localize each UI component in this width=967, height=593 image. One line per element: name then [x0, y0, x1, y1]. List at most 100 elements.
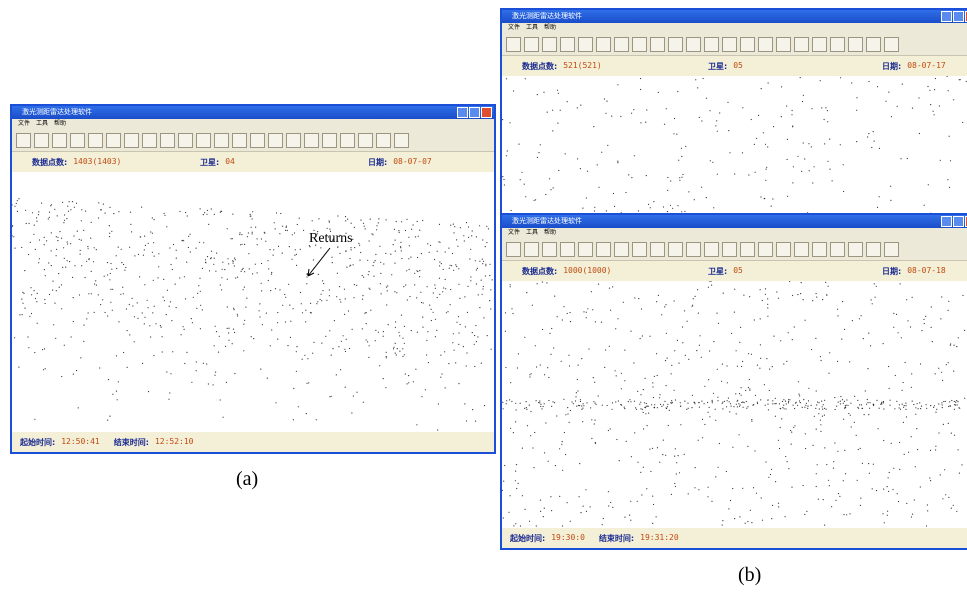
- window-button[interactable]: [941, 11, 952, 22]
- tool-button[interactable]: [866, 242, 881, 257]
- dot: [422, 317, 423, 318]
- tool-button[interactable]: [812, 37, 827, 52]
- tool-button[interactable]: [794, 242, 809, 257]
- dot: [176, 250, 177, 251]
- tool-button[interactable]: [286, 133, 301, 148]
- tool-button[interactable]: [722, 37, 737, 52]
- menu-item[interactable]: 帮助: [544, 229, 556, 236]
- dot: [516, 488, 517, 489]
- tool-button[interactable]: [794, 37, 809, 52]
- tool-button[interactable]: [178, 133, 193, 148]
- dot: [647, 406, 648, 407]
- dot: [546, 282, 547, 283]
- dot: [213, 264, 214, 265]
- tool-button[interactable]: [740, 37, 755, 52]
- tool-button[interactable]: [340, 133, 355, 148]
- tool-button[interactable]: [830, 242, 845, 257]
- dot: [275, 402, 276, 403]
- tool-button[interactable]: [542, 37, 557, 52]
- dot: [760, 399, 761, 400]
- tool-button[interactable]: [322, 133, 337, 148]
- tool-button[interactable]: [884, 242, 899, 257]
- tool-button[interactable]: [866, 37, 881, 52]
- tool-button[interactable]: [88, 133, 103, 148]
- tool-button[interactable]: [614, 242, 629, 257]
- tool-button[interactable]: [304, 133, 319, 148]
- tool-button[interactable]: [70, 133, 85, 148]
- dot: [123, 352, 124, 353]
- dot: [801, 171, 802, 172]
- tool-button[interactable]: [668, 242, 683, 257]
- tool-button[interactable]: [776, 242, 791, 257]
- tool-button[interactable]: [632, 242, 647, 257]
- tool-button[interactable]: [884, 37, 899, 52]
- tool-button[interactable]: [34, 133, 49, 148]
- tool-button[interactable]: [232, 133, 247, 148]
- tool-button[interactable]: [52, 133, 67, 148]
- tool-button[interactable]: [506, 242, 521, 257]
- tool-button[interactable]: [160, 133, 175, 148]
- tool-button[interactable]: [560, 242, 575, 257]
- tool-button[interactable]: [578, 242, 593, 257]
- tool-button[interactable]: [614, 37, 629, 52]
- dot: [143, 255, 144, 256]
- tool-button[interactable]: [542, 242, 557, 257]
- menu-item[interactable]: 工具: [526, 229, 538, 236]
- tool-button[interactable]: [848, 37, 863, 52]
- tool-button[interactable]: [524, 242, 539, 257]
- tool-button[interactable]: [686, 242, 701, 257]
- tool-button[interactable]: [250, 133, 265, 148]
- tool-button[interactable]: [16, 133, 31, 148]
- window-button[interactable]: [469, 107, 480, 118]
- tool-button[interactable]: [812, 242, 827, 257]
- dot: [439, 261, 440, 262]
- tool-button[interactable]: [376, 133, 391, 148]
- tool-button[interactable]: [758, 37, 773, 52]
- tool-button[interactable]: [776, 37, 791, 52]
- window-button[interactable]: [941, 216, 952, 227]
- tool-button[interactable]: [106, 133, 121, 148]
- tool-button[interactable]: [632, 37, 647, 52]
- tool-button[interactable]: [650, 242, 665, 257]
- dot: [345, 220, 346, 221]
- menu-item[interactable]: 文件: [18, 120, 30, 127]
- dot: [329, 396, 330, 397]
- window-button[interactable]: [953, 216, 964, 227]
- tool-button[interactable]: [214, 133, 229, 148]
- window-button[interactable]: [953, 11, 964, 22]
- tool-button[interactable]: [596, 242, 611, 257]
- tool-button[interactable]: [722, 242, 737, 257]
- menu-item[interactable]: 帮助: [54, 120, 66, 127]
- menu-item[interactable]: 工具: [36, 120, 48, 127]
- tool-button[interactable]: [506, 37, 521, 52]
- tool-button[interactable]: [124, 133, 139, 148]
- tool-button[interactable]: [578, 37, 593, 52]
- window-button[interactable]: [481, 107, 492, 118]
- tool-button[interactable]: [758, 242, 773, 257]
- tool-button[interactable]: [704, 242, 719, 257]
- tool-button[interactable]: [830, 37, 845, 52]
- tool-button[interactable]: [524, 37, 539, 52]
- tool-button[interactable]: [686, 37, 701, 52]
- dot: [285, 321, 286, 322]
- tool-button[interactable]: [596, 37, 611, 52]
- tool-button[interactable]: [848, 242, 863, 257]
- tool-button[interactable]: [668, 37, 683, 52]
- tool-button[interactable]: [268, 133, 283, 148]
- tool-button[interactable]: [142, 133, 157, 148]
- tool-button[interactable]: [196, 133, 211, 148]
- menu-item[interactable]: 文件: [508, 229, 520, 236]
- dot: [38, 262, 39, 263]
- tool-button[interactable]: [704, 37, 719, 52]
- dot: [802, 101, 803, 102]
- tool-button[interactable]: [358, 133, 373, 148]
- tool-button[interactable]: [394, 133, 409, 148]
- menu-item[interactable]: 工具: [526, 24, 538, 31]
- menu-item[interactable]: 文件: [508, 24, 520, 31]
- tool-button[interactable]: [740, 242, 755, 257]
- dot: [14, 248, 15, 249]
- tool-button[interactable]: [560, 37, 575, 52]
- window-button[interactable]: [457, 107, 468, 118]
- tool-button[interactable]: [650, 37, 665, 52]
- menu-item[interactable]: 帮助: [544, 24, 556, 31]
